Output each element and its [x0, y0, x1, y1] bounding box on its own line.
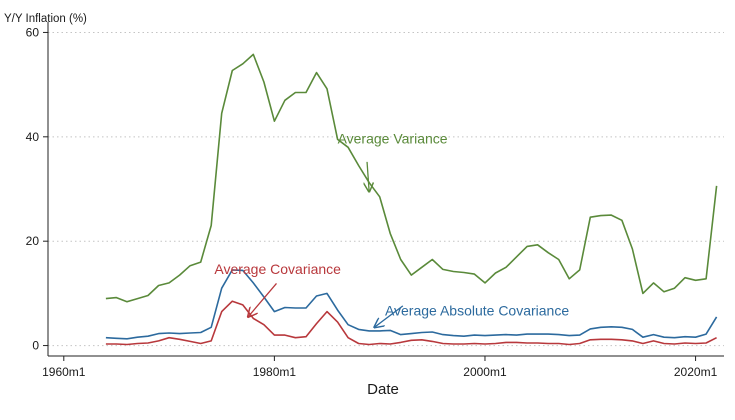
annotations: Average Variance Average Covariance Averag… — [214, 130, 569, 327]
axes — [47, 22, 724, 357]
series-line-average-absolute-covariance — [105, 269, 718, 340]
x-tick-label: 2020m1 — [674, 365, 718, 379]
series-line-average-covariance — [105, 300, 717, 346]
y-tick-label: 20 — [26, 234, 40, 248]
y-tick-label: 60 — [26, 25, 40, 39]
ticks: 0 20 40 60 1960m1 1980m1 2000m1 2020m1 — [26, 25, 718, 379]
x-axis-title: Date — [367, 381, 399, 398]
annotation-average-absolute-covariance: Average Absolute Covariance — [385, 303, 569, 319]
x-tick-label: 1960m1 — [42, 365, 86, 379]
annotation-arrow-average-absolute-covariance — [374, 305, 404, 327]
annotation-average-covariance: Average Covariance — [214, 261, 341, 277]
y-axis-title: Y/Y Inflation (%) — [4, 13, 87, 25]
annotation-arrow-average-covariance — [248, 283, 277, 316]
x-tick-label: 2000m1 — [463, 365, 507, 379]
x-tick-label: 1980m1 — [253, 365, 297, 379]
series-line-average-variance — [105, 53, 718, 303]
series-lines — [105, 53, 718, 346]
annotation-average-variance: Average Variance — [338, 130, 448, 146]
y-tick-label: 40 — [26, 130, 40, 144]
annotation-arrow-average-variance — [367, 161, 369, 192]
gridlines — [48, 31, 724, 347]
y-tick-label: 0 — [32, 339, 39, 353]
